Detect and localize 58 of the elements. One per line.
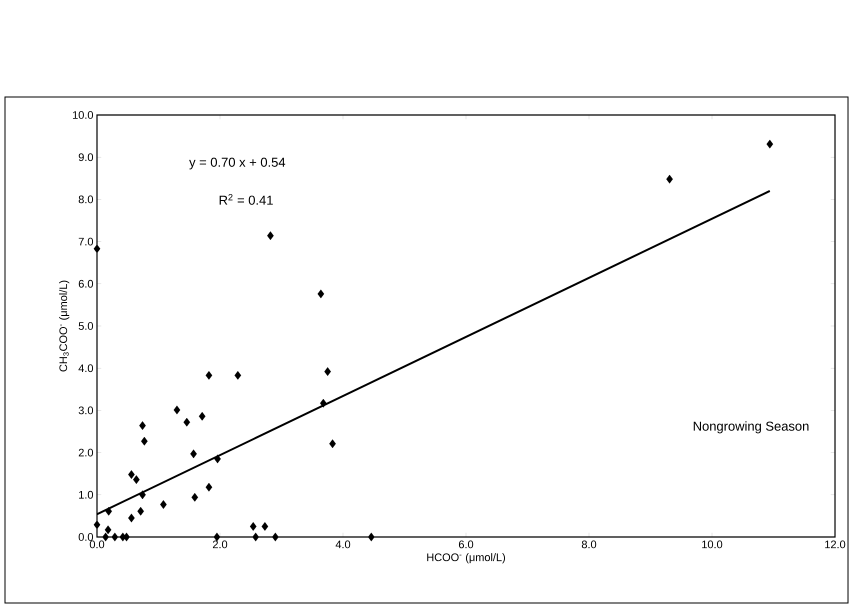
y-tick-label: 3.0	[78, 406, 94, 414]
point	[252, 532, 260, 542]
y-tick-label: 7.0	[78, 238, 94, 246]
x-tick-label: 6.0	[458, 540, 474, 548]
y-tick-label: 2.0	[78, 448, 94, 456]
x-tick-label: 12.0	[825, 540, 846, 548]
point	[139, 490, 146, 500]
x-tick-label: 10.0	[702, 540, 722, 548]
point	[111, 532, 118, 542]
point	[198, 412, 206, 421]
point	[206, 370, 212, 380]
y-tick-label: 6.0	[78, 280, 94, 288]
point	[183, 418, 190, 427]
annotation: R$^{2}$ = 0.41	[220, 194, 273, 205]
point	[133, 475, 140, 484]
point	[191, 492, 198, 502]
point	[206, 482, 212, 492]
x-axis-title: HCOO$^{-}$ (μmol/L)	[427, 553, 506, 564]
annotation: y = 0.70 x + 0.54	[189, 158, 286, 170]
point	[174, 406, 180, 414]
point	[137, 506, 144, 516]
y-tick-label: 9.0	[78, 153, 94, 162]
y-tick-label: 8.0	[78, 196, 94, 204]
point	[128, 514, 135, 522]
point	[104, 525, 112, 534]
point	[94, 244, 100, 254]
x-tick-label: 4.0	[336, 540, 350, 548]
y-axis-title: CH$_{3}$COO$^{-}$ (μmol/L)	[59, 280, 70, 372]
point	[190, 449, 197, 458]
point	[324, 367, 331, 376]
point	[272, 532, 279, 542]
point	[141, 436, 148, 446]
point	[368, 532, 375, 542]
point	[318, 290, 324, 298]
y-tick-label: 1.0	[79, 490, 94, 499]
point	[329, 439, 336, 448]
point	[320, 398, 327, 408]
x-tick-label: 2.0	[212, 540, 228, 548]
point	[102, 532, 109, 542]
annotation: Nongrowing Season	[694, 421, 808, 434]
point	[234, 370, 242, 380]
y-tick-label: 5.0	[78, 322, 94, 330]
point	[250, 522, 257, 531]
y-tick-label: 10.0	[72, 111, 94, 119]
point	[267, 231, 274, 240]
point	[128, 470, 135, 479]
point	[214, 454, 221, 464]
point	[262, 522, 268, 531]
point	[94, 520, 100, 530]
x-tick-label: 0.0	[90, 540, 104, 548]
point	[666, 174, 673, 184]
point	[766, 140, 774, 148]
y-tick-label: 0.0	[78, 533, 94, 541]
point	[105, 506, 112, 516]
x-tick-label: 8.0	[582, 540, 596, 548]
point	[160, 500, 167, 509]
y-tick-label: 4.0	[78, 364, 94, 372]
point	[139, 421, 146, 430]
